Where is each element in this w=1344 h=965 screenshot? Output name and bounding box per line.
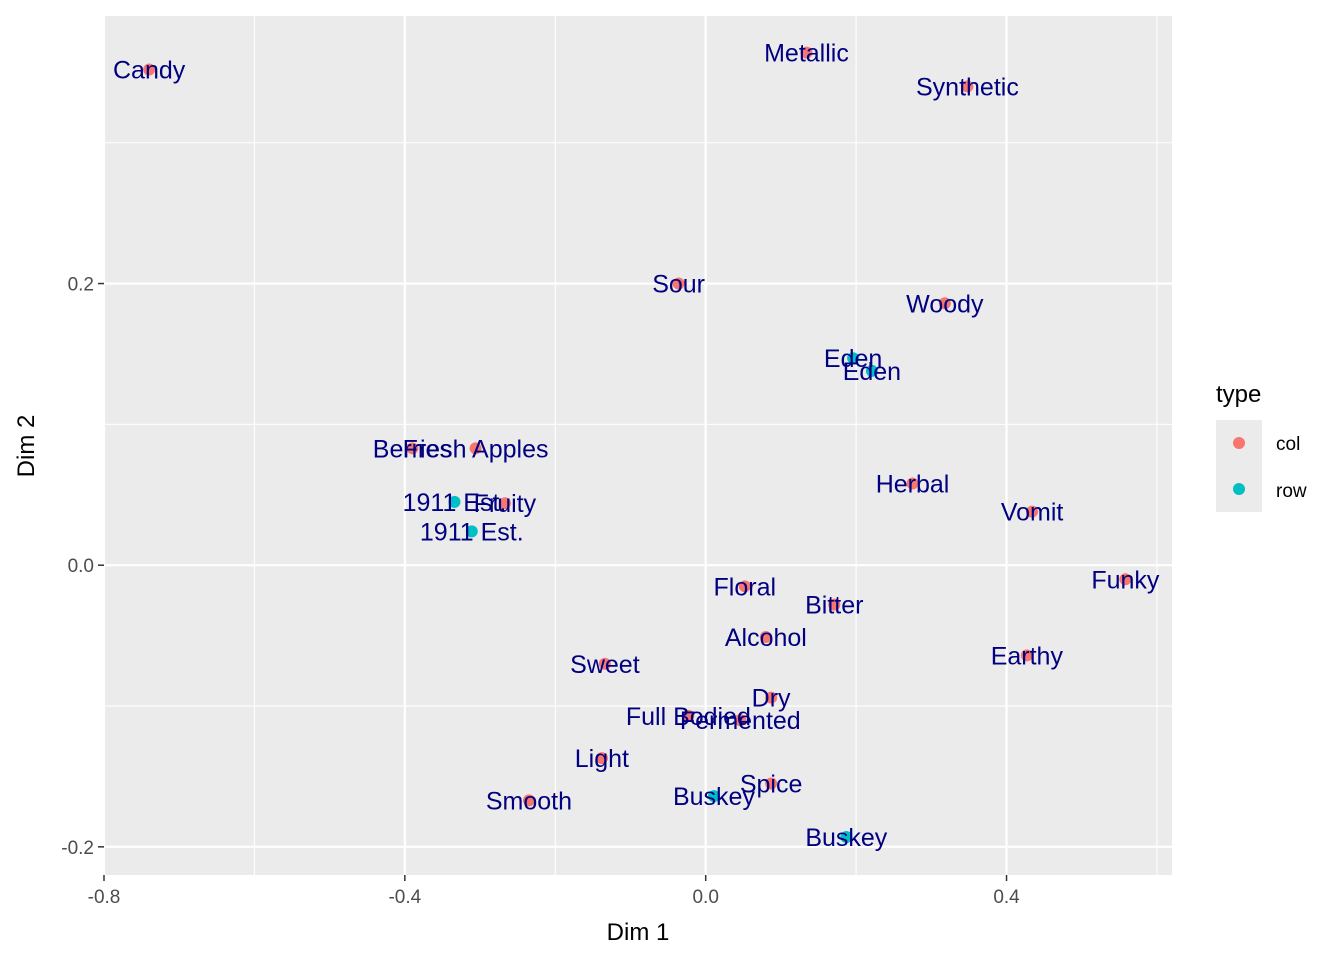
data-point-col bbox=[800, 46, 813, 59]
point-label: Light bbox=[575, 745, 629, 773]
point-label: Sweet bbox=[570, 651, 640, 679]
x-tick-label: -0.4 bbox=[388, 887, 421, 908]
data-point-col bbox=[143, 63, 156, 76]
x-tick-label: -0.8 bbox=[88, 887, 121, 908]
data-point-col bbox=[765, 777, 778, 790]
plot-panel bbox=[104, 16, 1172, 875]
x-tick-label: 0.0 bbox=[692, 887, 718, 908]
point-label: 1911 Est. bbox=[420, 518, 524, 546]
legend-label-row: row bbox=[1276, 481, 1307, 502]
data-point-col bbox=[469, 442, 482, 455]
point-label: Woody bbox=[906, 290, 984, 318]
point-label: 1911 Est. bbox=[403, 489, 507, 517]
legend-label-col: col bbox=[1276, 434, 1300, 455]
y-tick-label: 0.0 bbox=[68, 556, 94, 577]
data-point-col bbox=[522, 794, 535, 807]
data-point-row bbox=[465, 525, 478, 538]
point-label: Alcohol bbox=[725, 624, 807, 652]
data-point-col bbox=[961, 80, 974, 93]
point-label: Smooth bbox=[486, 787, 572, 815]
y-tick-label: -0.2 bbox=[61, 838, 94, 859]
x-tick-label: 0.4 bbox=[993, 887, 1020, 908]
point-label: Eden bbox=[824, 345, 882, 373]
data-point-col bbox=[738, 580, 751, 593]
point-label: Fruity bbox=[474, 490, 537, 518]
data-point-col bbox=[1020, 649, 1033, 662]
data-point-col bbox=[406, 442, 419, 455]
point-label: Earthy bbox=[991, 642, 1064, 670]
legend: type col row bbox=[1216, 381, 1307, 512]
data-point-col bbox=[759, 631, 772, 644]
data-point-row bbox=[448, 495, 461, 508]
legend-key-row-dot bbox=[1233, 483, 1245, 495]
data-point-row bbox=[707, 790, 720, 803]
point-label: Buskey bbox=[673, 783, 755, 811]
point-label: Synthetic bbox=[916, 73, 1019, 101]
data-point-row bbox=[847, 352, 860, 365]
data-point-col bbox=[672, 277, 685, 290]
data-point-col bbox=[906, 477, 919, 490]
grid-layer bbox=[102, 16, 1172, 875]
data-point-col bbox=[938, 297, 951, 310]
data-point-col bbox=[1026, 505, 1039, 518]
point-label: Eden bbox=[843, 358, 901, 386]
point-label: Floral bbox=[714, 573, 777, 601]
y-axis-title: Dim 2 bbox=[13, 415, 40, 478]
point-label: Berries bbox=[373, 435, 452, 463]
point-label: Bitter bbox=[805, 592, 863, 620]
legend-title: type bbox=[1216, 381, 1261, 408]
data-point-row bbox=[865, 364, 878, 377]
data-point-col bbox=[595, 752, 608, 765]
point-label: Funky bbox=[1091, 566, 1160, 594]
data-point-col bbox=[498, 497, 511, 510]
point-label: Vomit bbox=[1001, 499, 1064, 527]
data-point-col bbox=[1119, 573, 1132, 586]
point-label: Dry bbox=[752, 685, 791, 713]
data-point-row bbox=[840, 830, 853, 843]
data-point-col bbox=[765, 691, 778, 704]
point-label: Herbal bbox=[876, 471, 950, 499]
point-label: Spice bbox=[740, 770, 803, 798]
data-point-col bbox=[828, 598, 841, 611]
x-axis-title: Dim 1 bbox=[607, 919, 670, 946]
y-tick-label: 0.2 bbox=[68, 275, 94, 296]
point-label: Buskey bbox=[805, 824, 887, 852]
points-layer bbox=[143, 46, 1132, 843]
data-point-col bbox=[682, 709, 695, 722]
data-point-col bbox=[734, 714, 747, 727]
x-axis: -0.8 -0.4 0.0 0.4 bbox=[88, 875, 1020, 908]
y-axis: -0.2 0.0 0.2 bbox=[61, 275, 104, 859]
legend-key-col-dot bbox=[1233, 437, 1245, 449]
point-label: Metallic bbox=[764, 40, 849, 68]
data-point-col bbox=[598, 657, 611, 670]
point-label: Fermented bbox=[680, 707, 801, 735]
point-label: Fresh Apples bbox=[403, 435, 549, 463]
point-label: Sour bbox=[652, 271, 705, 299]
point-label: Candy bbox=[113, 57, 186, 85]
point-label: Full Bodied bbox=[626, 703, 751, 731]
